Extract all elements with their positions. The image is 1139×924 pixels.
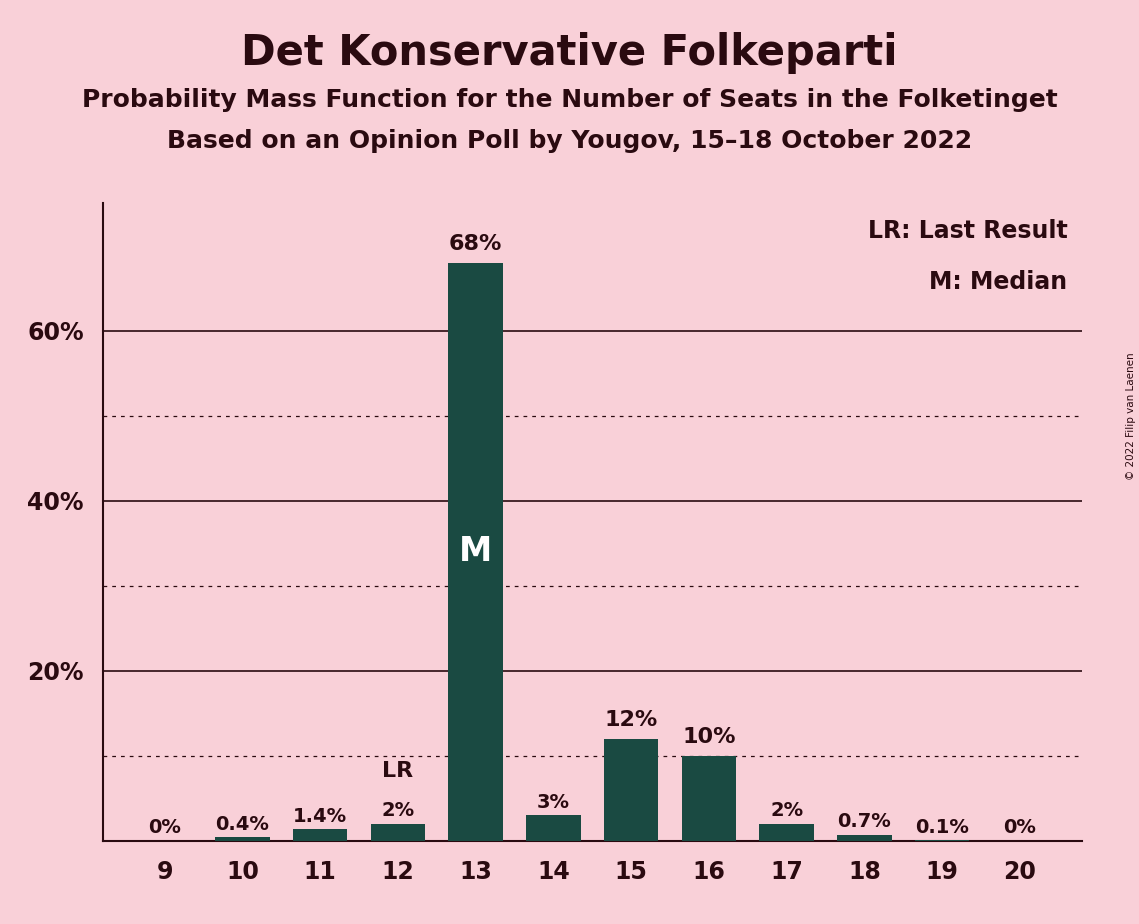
Bar xyxy=(215,837,270,841)
Bar xyxy=(370,824,425,841)
Text: © 2022 Filip van Laenen: © 2022 Filip van Laenen xyxy=(1126,352,1136,480)
Text: 0.4%: 0.4% xyxy=(215,815,270,834)
Text: 2%: 2% xyxy=(770,801,803,821)
Text: Det Konservative Folkeparti: Det Konservative Folkeparti xyxy=(241,32,898,74)
Text: 0%: 0% xyxy=(148,819,181,837)
Text: 2%: 2% xyxy=(382,801,415,821)
Bar xyxy=(837,835,892,841)
Text: 0.1%: 0.1% xyxy=(915,818,969,836)
Text: LR: Last Result: LR: Last Result xyxy=(868,219,1067,243)
Bar xyxy=(293,829,347,841)
Text: 3%: 3% xyxy=(536,793,570,812)
Text: 0%: 0% xyxy=(1003,819,1036,837)
Text: Probability Mass Function for the Number of Seats in the Folketinget: Probability Mass Function for the Number… xyxy=(82,88,1057,112)
Text: M: Median: M: Median xyxy=(929,270,1067,294)
Text: 10%: 10% xyxy=(682,727,736,748)
Text: LR: LR xyxy=(383,761,413,782)
Text: 0.7%: 0.7% xyxy=(837,812,891,832)
Text: 1.4%: 1.4% xyxy=(293,807,347,825)
Bar xyxy=(449,262,503,841)
Text: 12%: 12% xyxy=(605,711,658,730)
Text: M: M xyxy=(459,535,492,568)
Bar xyxy=(604,739,658,841)
Bar xyxy=(526,815,581,841)
Text: Based on an Opinion Poll by Yougov, 15–18 October 2022: Based on an Opinion Poll by Yougov, 15–1… xyxy=(167,129,972,153)
Text: 68%: 68% xyxy=(449,235,502,254)
Bar xyxy=(681,756,736,841)
Bar xyxy=(760,824,814,841)
